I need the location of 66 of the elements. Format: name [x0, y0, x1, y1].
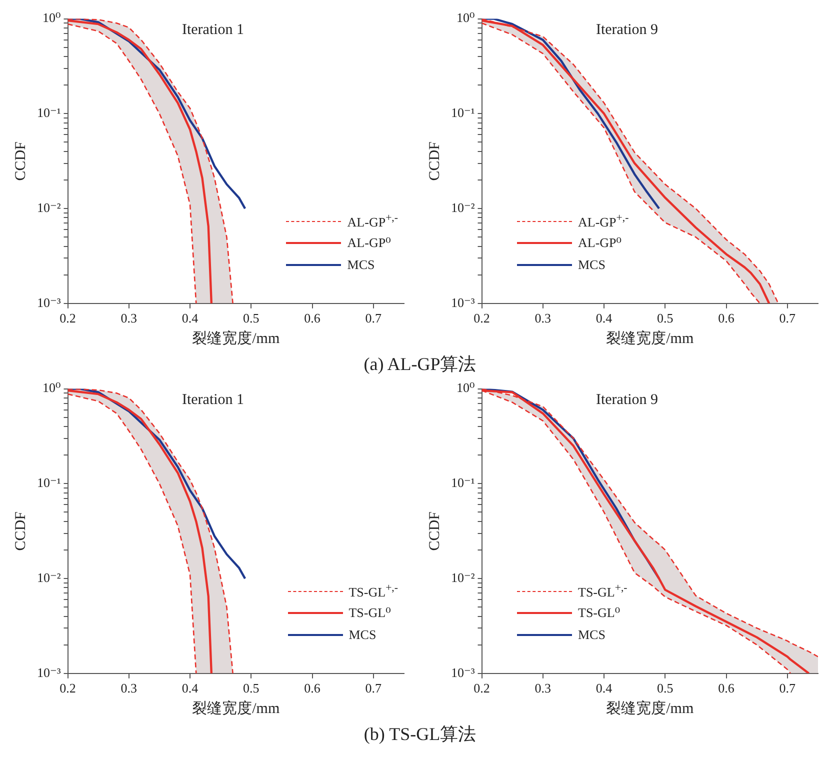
y-tick-label: 10⁻³	[36, 294, 61, 310]
legend-label: AL-GP⁰	[578, 235, 622, 251]
legend-label: TS-GL⁰	[578, 605, 620, 621]
x-axis-title: 裂缝宽度/mm	[606, 700, 694, 717]
x-tick-label: 0.7	[779, 310, 796, 326]
x-tick-label: 0.5	[657, 680, 674, 696]
x-tick-label: 0.7	[779, 680, 796, 696]
x-tick-label: 0.2	[60, 310, 76, 326]
legend-label: AL-GP$^{+,-}$	[578, 212, 629, 230]
legend-label: TS-GL⁰	[348, 605, 391, 621]
x-tick-label: 0.2	[60, 680, 76, 696]
x-tick-label: 0.3	[120, 310, 138, 326]
x-tick-label: 0.5	[243, 680, 260, 696]
legend-label: TS-GL$^{+,-}$	[578, 582, 628, 600]
y-axis-title: CCDF	[12, 142, 29, 181]
y-tick-label: 10⁻³	[450, 294, 475, 310]
y-tick-label: 10⁻³	[450, 664, 475, 680]
legend-label: MCS	[578, 257, 606, 273]
y-axis-title: CCDF	[426, 142, 443, 181]
legend-label: AL-GP$^{+,-}$	[347, 212, 398, 230]
y-tick-label: 10⁰	[456, 380, 475, 396]
y-tick-label: 10⁰	[456, 10, 475, 26]
text: (b) TS-GL算法	[362, 723, 478, 746]
x-tick-label: 0.3	[120, 680, 138, 696]
x-tick-label: 0.6	[304, 680, 321, 696]
legend-label: MCS	[578, 627, 606, 643]
x-tick-label: 0.3	[534, 680, 552, 696]
y-axis-title: CCDF	[12, 512, 29, 551]
x-tick-label: 0.5	[243, 310, 260, 326]
x-tick-label: 0.6	[718, 680, 735, 696]
legend-label: MCS	[347, 257, 375, 273]
x-tick-label: 0.2	[474, 680, 490, 696]
y-tick-label: 10⁻²	[450, 570, 475, 585]
text: (a) AL-GP算法	[362, 353, 478, 376]
x-tick-label: 0.4	[596, 680, 613, 696]
x-tick-label: 0.4	[596, 310, 613, 326]
y-tick-label: 10⁻²	[36, 200, 61, 215]
x-axis-title: 裂缝宽度/mm	[192, 700, 280, 717]
y-tick-label: 10⁻¹	[36, 105, 61, 120]
y-tick-label: 10⁻²	[450, 200, 475, 215]
y-tick-label: 10⁰	[42, 10, 61, 26]
chart-title: Iteration 9	[596, 392, 658, 408]
chart-title: Iteration 1	[182, 22, 244, 38]
x-axis-title: 裂缝宽度/mm	[606, 330, 694, 347]
x-axis-title: 裂缝宽度/mm	[192, 330, 280, 347]
y-tick-label: 10⁻³	[36, 664, 61, 680]
x-tick-label: 0.2	[474, 310, 490, 326]
y-tick-label: 10⁻¹	[36, 475, 61, 490]
y-axis-title: CCDF	[426, 512, 443, 551]
x-tick-label: 0.4	[182, 680, 199, 696]
x-tick-label: 0.7	[365, 310, 382, 326]
legend-label: TS-GL$^{+,-}$	[348, 582, 398, 600]
y-tick-label: 10⁻²	[36, 570, 61, 585]
x-tick-label: 0.5	[657, 310, 674, 326]
chart-title: Iteration 9	[596, 22, 658, 38]
x-tick-label: 0.7	[365, 680, 382, 696]
chart-title: Iteration 1	[182, 392, 244, 408]
y-tick-label: 10⁰	[42, 380, 61, 396]
legend-label: MCS	[348, 627, 376, 643]
y-tick-label: 10⁻¹	[450, 105, 475, 120]
x-tick-label: 0.6	[304, 310, 321, 326]
x-tick-label: 0.6	[718, 310, 735, 326]
legend-label: AL-GP⁰	[347, 235, 391, 251]
y-tick-label: 10⁻¹	[450, 475, 475, 490]
x-tick-label: 0.3	[534, 310, 552, 326]
x-tick-label: 0.4	[182, 310, 199, 326]
